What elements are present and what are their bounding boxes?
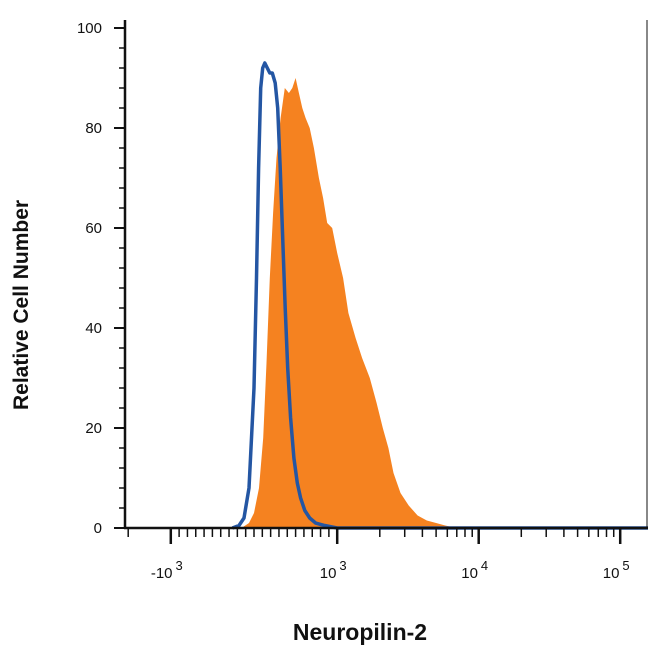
y-tick-label: 20 — [85, 420, 102, 437]
x-ticks-layer: -10 3 10 3 10 4 10 5 — [127, 528, 630, 582]
x-tick-label: 10 3 — [320, 558, 347, 582]
x-tick-label: 10 4 — [461, 558, 488, 582]
x-tick-label: 10 5 — [603, 558, 630, 582]
series-1-line-histogram — [231, 61, 648, 530]
y-axis-title: Relative Cell Number — [10, 200, 33, 410]
series-layer — [231, 61, 648, 530]
y-tick-label: 80 — [85, 120, 102, 137]
y-tick-label: 100 — [77, 20, 102, 37]
series-0-filled-histogram — [241, 78, 648, 528]
y-tick-label: 60 — [85, 220, 102, 237]
y-ticks-layer: 0 20 40 60 80 100 — [77, 20, 125, 537]
axes-layer — [123, 20, 648, 530]
x-axis-title: Neuropilin-2 — [293, 619, 427, 645]
y-tick-label: 0 — [94, 520, 102, 537]
x-tick-label: -10 3 — [151, 558, 183, 582]
y-tick-label: 40 — [85, 320, 102, 337]
